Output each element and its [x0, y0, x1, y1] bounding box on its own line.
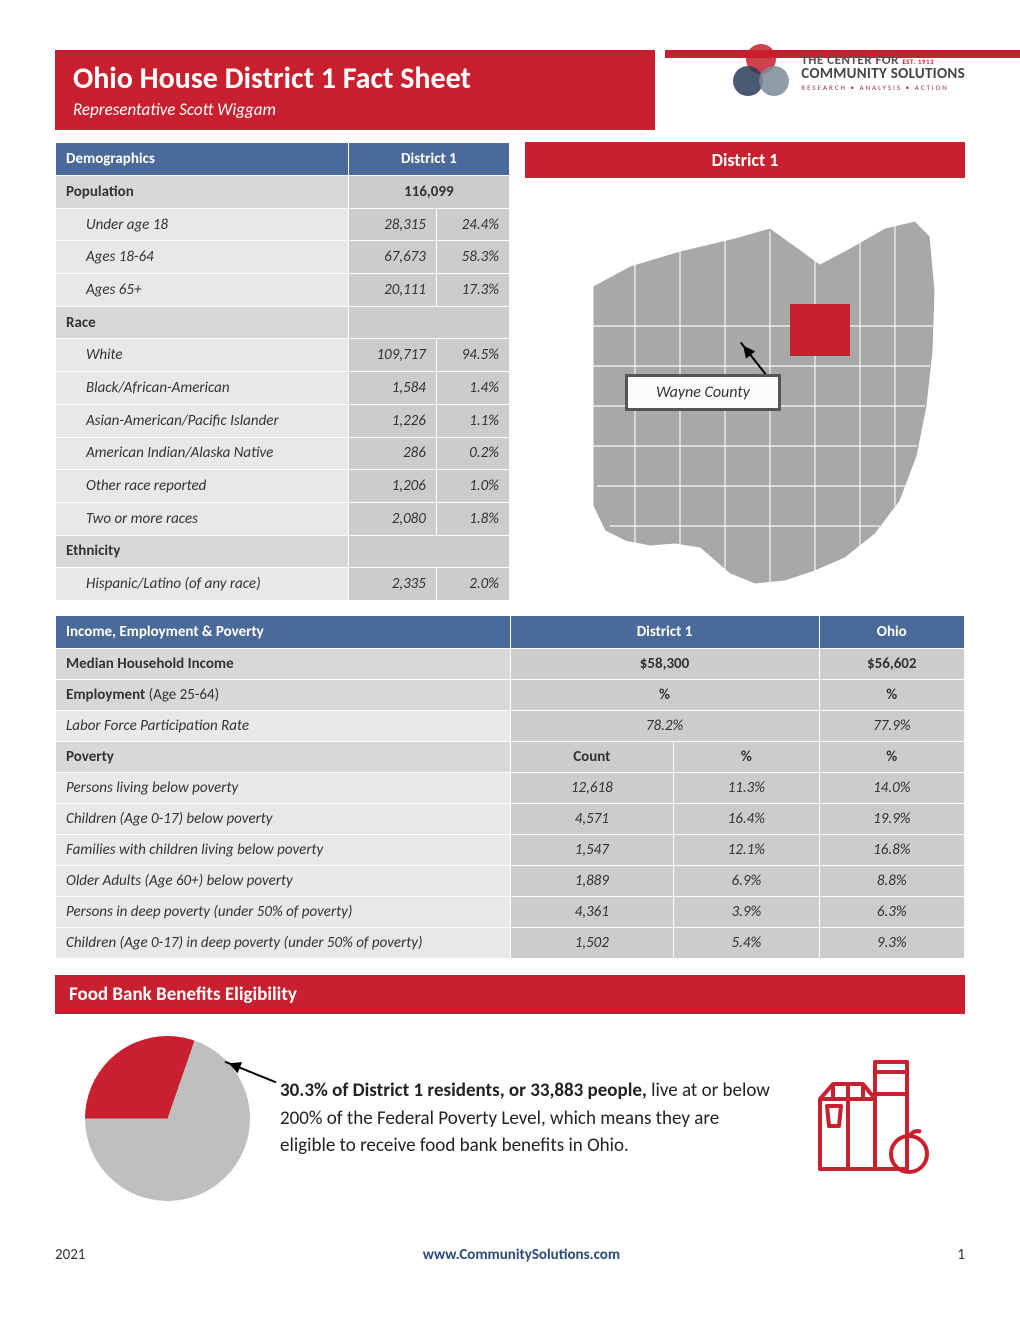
org-logo: THE CENTER FOR EST. 1913 COMMUNITY SOLUT… — [731, 42, 965, 102]
pie-chart — [85, 1036, 250, 1201]
footer-year: 2021 — [55, 1246, 85, 1264]
table-row: Median Household Income$58,300$56,602 — [56, 649, 965, 680]
groceries-icon — [805, 1054, 935, 1184]
table-row: Ages 65+20,11117.3% — [56, 274, 510, 307]
demo-header-district: District 1 — [348, 143, 509, 176]
table-row: Families with children living below pove… — [56, 835, 965, 866]
table-row: Asian-American/Pacific Islander1,2261.1% — [56, 404, 510, 437]
food-bank-content: 30.3% of District 1 residents, or 33,883… — [55, 1036, 965, 1201]
title-bar: Ohio House District 1 Fact Sheet Represe… — [55, 50, 655, 130]
footer: 2021 www.CommunitySolutions.com 1 — [55, 1246, 965, 1264]
page-subtitle: Representative Scott Wiggam — [73, 99, 637, 120]
income-header-district: District 1 — [510, 616, 819, 649]
table-row: Two or more races2,0801.8% — [56, 502, 510, 535]
footer-url: www.CommunitySolutions.com — [423, 1246, 620, 1264]
table-row: Other race reported1,2061.0% — [56, 470, 510, 503]
table-row: Ages 18-6467,67358.3% — [56, 241, 510, 274]
income-header-label: Income, Employment & Poverty — [56, 616, 511, 649]
map-header: District 1 — [525, 142, 965, 178]
food-bank-header: Food Bank Benefits Eligibility — [55, 975, 965, 1014]
income-table: Income, Employment & Poverty District 1 … — [55, 615, 965, 959]
footer-page: 1 — [957, 1246, 965, 1264]
map-panel: District 1 Wayne County — [525, 142, 965, 601]
table-row: Hispanic/Latino (of any race)2,3352.0% — [56, 568, 510, 601]
food-bank-text: 30.3% of District 1 residents, or 33,883… — [280, 1077, 775, 1160]
table-row: Persons in deep poverty (under 50% of po… — [56, 897, 965, 928]
table-row: Population116,099 — [56, 176, 510, 209]
table-row: Children (Age 0-17) in deep poverty (und… — [56, 928, 965, 959]
highlighted-county — [790, 304, 850, 356]
county-label: Wayne County — [625, 374, 781, 411]
table-row: Older Adults (Age 60+) below poverty1,88… — [56, 866, 965, 897]
income-header-state: Ohio — [819, 616, 964, 649]
page-title: Ohio House District 1 Fact Sheet — [73, 60, 637, 97]
demographics-table: Demographics District 1 Population116,09… — [55, 142, 510, 601]
logo-icon — [731, 42, 791, 102]
org-name: THE CENTER FOR EST. 1913 COMMUNITY SOLUT… — [801, 54, 965, 91]
map-body: Wayne County — [525, 178, 965, 601]
table-row: Black/African-American1,5841.4% — [56, 372, 510, 405]
table-row: Employment (Age 25-64)%% — [56, 680, 965, 711]
table-row: Children (Age 0-17) below poverty4,57116… — [56, 804, 965, 835]
table-row: Ethnicity — [56, 535, 510, 568]
table-row: White109,71794.5% — [56, 339, 510, 372]
table-row: Labor Force Participation Rate78.2%77.9% — [56, 711, 965, 742]
table-row: American Indian/Alaska Native2860.2% — [56, 437, 510, 470]
table-row: Race — [56, 306, 510, 339]
table-row: PovertyCount%% — [56, 742, 965, 773]
demo-header-label: Demographics — [56, 143, 349, 176]
table-row: Persons living below poverty12,61811.3%1… — [56, 773, 965, 804]
table-row: Under age 1828,31524.4% — [56, 208, 510, 241]
header: Ohio House District 1 Fact Sheet Represe… — [55, 50, 965, 130]
